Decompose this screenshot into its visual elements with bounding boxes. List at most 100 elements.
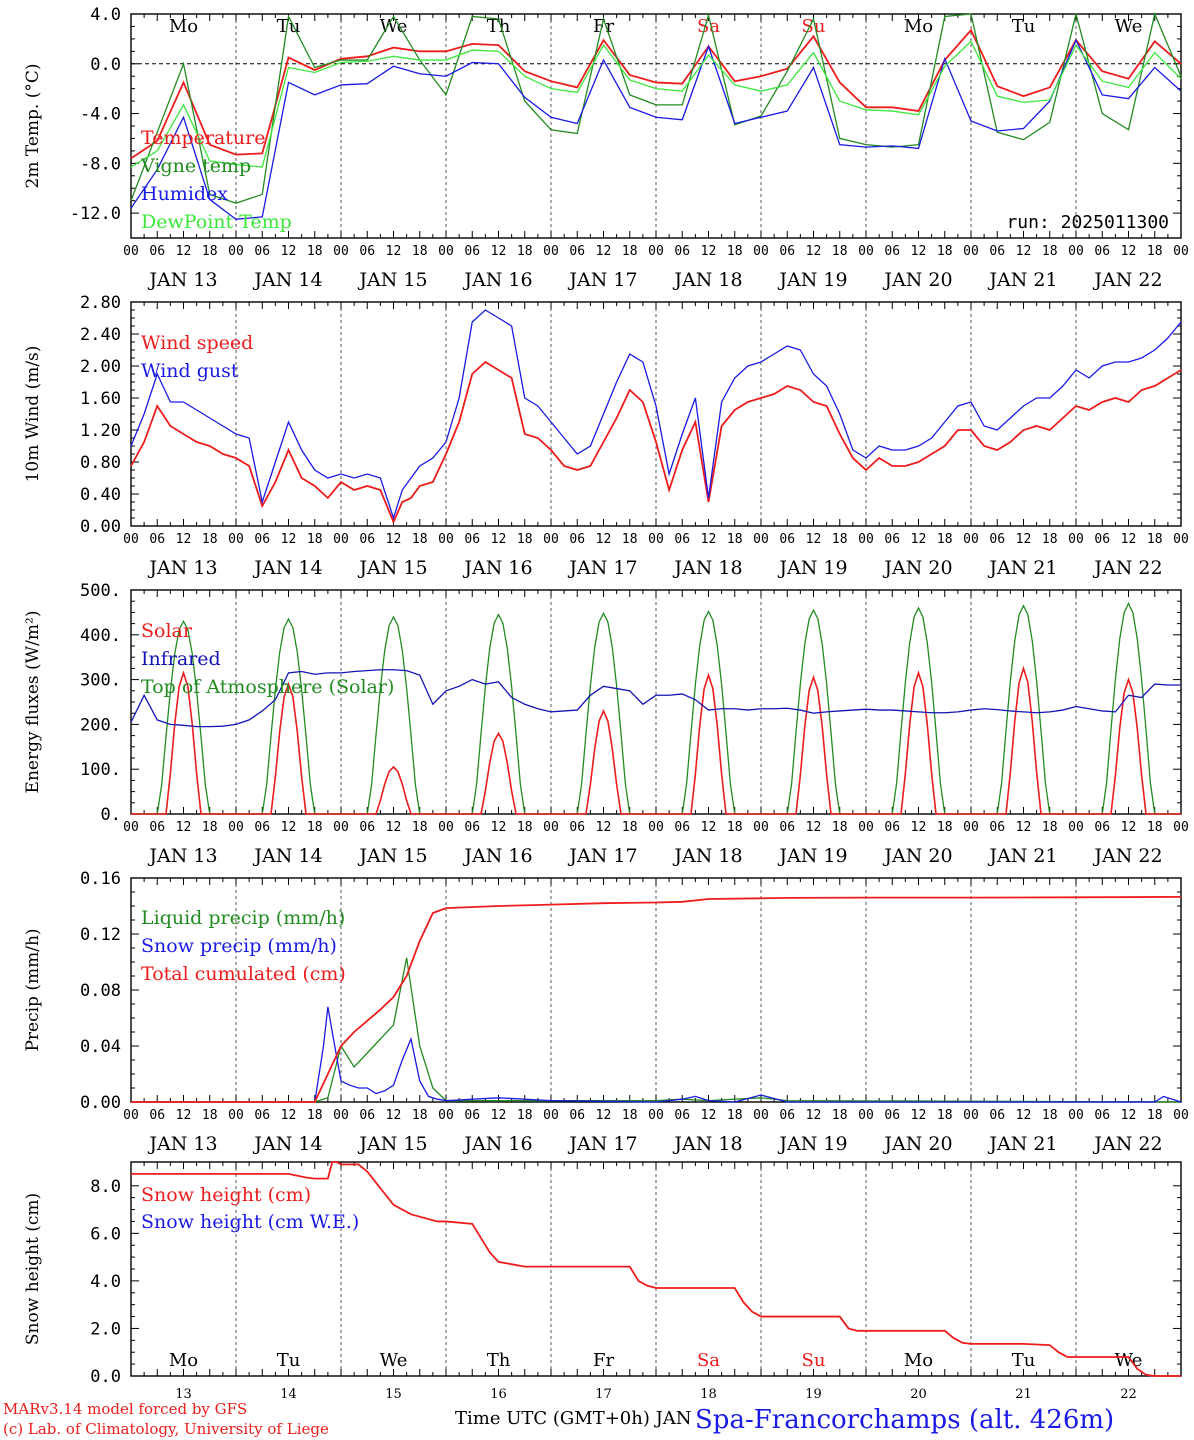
hour-label: 12 — [596, 532, 612, 547]
hour-label: 12 — [491, 244, 507, 259]
hour-label: 06 — [884, 244, 900, 259]
y-axis-label: Energy fluxes (W/m²) — [23, 611, 43, 794]
date-label: JAN 17 — [567, 845, 637, 867]
hour-label: 00 — [858, 244, 874, 259]
hour-label: 12 — [806, 532, 822, 547]
hour-label: 12 — [1016, 1108, 1032, 1123]
weekday-label: We — [1115, 1350, 1143, 1371]
hour-label: 18 — [832, 1108, 848, 1123]
series-line-1 — [130, 360, 1182, 525]
hour-label: 00 — [228, 820, 244, 835]
hour-label: 06 — [779, 820, 795, 835]
day-number-label: 22 — [1120, 1387, 1137, 1402]
hour-label: 12 — [1121, 532, 1137, 547]
legend-entry: Solar — [141, 620, 193, 642]
date-label: JAN 21 — [987, 557, 1057, 579]
hour-label: 18 — [1147, 1108, 1163, 1123]
weekday-label: Mo — [904, 1350, 933, 1371]
y-tick-label: 0.0 — [90, 1367, 121, 1387]
date-label: JAN 16 — [462, 1133, 532, 1155]
date-label: JAN 20 — [882, 557, 952, 579]
day-number-label: 18 — [700, 1387, 717, 1402]
hour-label: 18 — [727, 820, 743, 835]
date-label: JAN 14 — [252, 845, 322, 867]
date-label: JAN 16 — [462, 269, 532, 291]
hour-label: 18 — [412, 820, 428, 835]
hour-label: 06 — [359, 1108, 375, 1123]
date-label: JAN 18 — [672, 1133, 742, 1155]
hour-label: 00 — [543, 532, 559, 547]
hour-label: 00 — [1068, 532, 1084, 547]
y-tick-label: 400. — [80, 626, 121, 646]
hour-label: 18 — [937, 244, 953, 259]
date-label: JAN 17 — [567, 269, 637, 291]
hour-label: 18 — [307, 820, 323, 835]
y-tick-label: 2.0 — [90, 1319, 121, 1339]
hour-label: 18 — [1042, 244, 1058, 259]
hour-label: 06 — [464, 1108, 480, 1123]
hour-label: 18 — [517, 1108, 533, 1123]
y-tick-label: 0.12 — [80, 925, 121, 945]
legend-entry: Top of Atmosphere (Solar) — [141, 676, 394, 698]
date-label: JAN 15 — [357, 557, 427, 579]
hour-label: 18 — [202, 532, 218, 547]
hour-label: 18 — [1042, 532, 1058, 547]
hour-label: 12 — [281, 820, 297, 835]
hour-label: 18 — [832, 244, 848, 259]
date-label: JAN 18 — [672, 269, 742, 291]
day-number-label: 13 — [175, 1387, 192, 1402]
hour-label: 06 — [674, 820, 690, 835]
hour-label: 00 — [1068, 820, 1084, 835]
hour-label: 18 — [517, 820, 533, 835]
plot-frame — [130, 13, 1182, 239]
hour-label: 00 — [753, 532, 769, 547]
hour-label: 12 — [1016, 532, 1032, 547]
y-axis-label: Snow height (cm) — [23, 1193, 43, 1345]
date-label: JAN 22 — [1092, 845, 1162, 867]
hour-label: 06 — [989, 1108, 1005, 1123]
hour-label: 00 — [228, 532, 244, 547]
hour-label: 00 — [438, 820, 454, 835]
hour-label: 12 — [806, 820, 822, 835]
station-name: Spa-Francorchamps (alt. 426m) — [695, 1405, 1114, 1435]
y-axis-label: Precip (mm/h) — [23, 928, 43, 1051]
hour-label: 12 — [491, 820, 507, 835]
day-number-label: 20 — [910, 1387, 927, 1402]
hour-label: 06 — [674, 532, 690, 547]
hour-label: 18 — [937, 820, 953, 835]
hour-label: 18 — [307, 244, 323, 259]
hour-label: 12 — [1016, 820, 1032, 835]
date-label: JAN 21 — [987, 269, 1057, 291]
panel-energy: 500. 400. 300. 200. 100. 0. Energy fluxes (W/m… — [23, 581, 1189, 867]
hour-label: 12 — [491, 1108, 507, 1123]
y-tick-label: 0.00 — [80, 1093, 121, 1113]
hour-label: 06 — [569, 1108, 585, 1123]
panel-precip: 0.16 0.12 0.08 0.04 0.00 Precip (mm/h) 00 06 12 1… — [23, 869, 1189, 1155]
hour-label: 18 — [937, 532, 953, 547]
legend-entry: Snow height (cm W.E.) — [141, 1211, 359, 1233]
hour-label: 06 — [989, 244, 1005, 259]
hour-label: 06 — [149, 244, 165, 259]
plot-frame — [130, 301, 1182, 527]
hour-label: 18 — [727, 532, 743, 547]
date-label: JAN 16 — [462, 845, 532, 867]
series-line-1 — [131, 1161, 1181, 1377]
weekday-label: Tu — [1012, 16, 1036, 37]
weekday-label: Su — [802, 1350, 826, 1371]
hour-label: 06 — [1094, 820, 1110, 835]
hour-label: 06 — [464, 820, 480, 835]
day-number-label: 15 — [385, 1387, 402, 1402]
hour-label: 00 — [438, 532, 454, 547]
hour-label: 00 — [123, 820, 139, 835]
y-tick-label: 4.0 — [90, 1272, 121, 1292]
y-tick-label: 100. — [80, 760, 121, 780]
hour-label: 00 — [333, 532, 349, 547]
y-tick-label: 300. — [80, 671, 121, 691]
hour-label: 18 — [307, 1108, 323, 1123]
weekday-label: We — [1115, 16, 1143, 37]
weekday-label: Th — [487, 16, 511, 37]
legend-entry: Snow precip (mm/h) — [141, 935, 337, 957]
lab-credit: (c) Lab. of Climatology, University of L… — [3, 1420, 329, 1438]
hour-label: 18 — [832, 532, 848, 547]
legend-entry: Liquid precip (mm/h) — [141, 907, 345, 929]
